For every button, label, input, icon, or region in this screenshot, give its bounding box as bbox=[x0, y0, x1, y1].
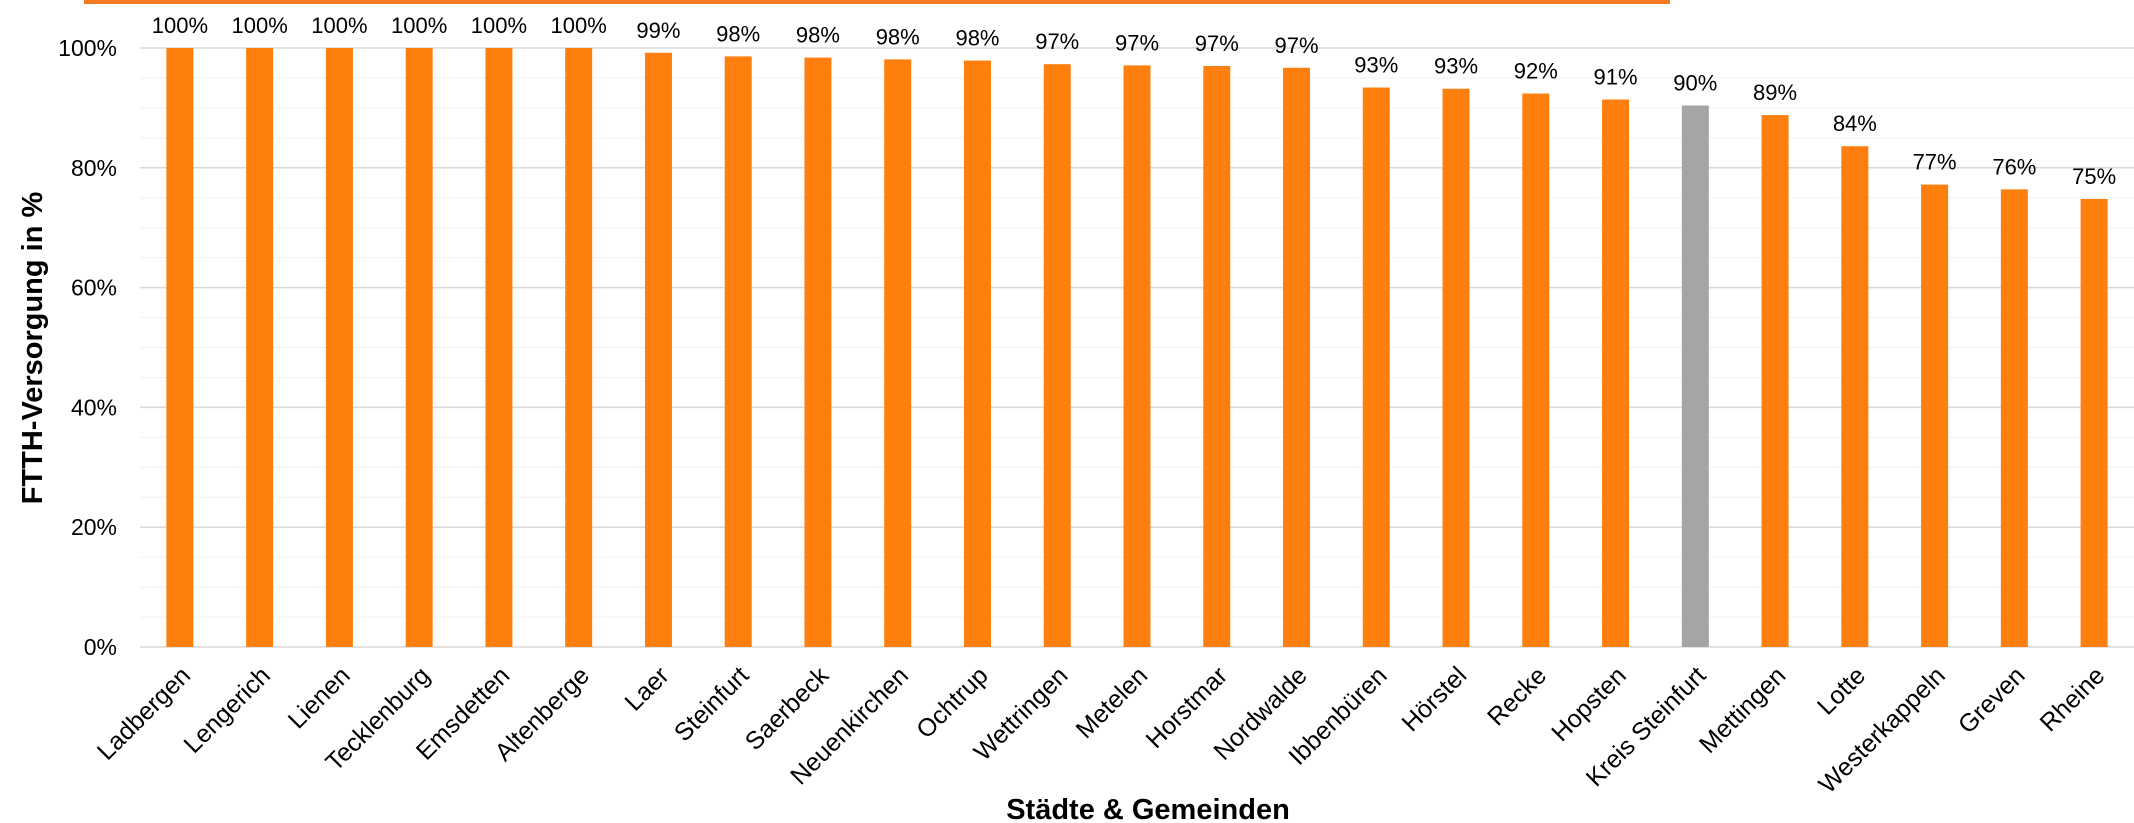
y-tick-label: 60% bbox=[71, 275, 117, 301]
bar bbox=[1921, 184, 1949, 647]
bar bbox=[1203, 65, 1231, 648]
bar bbox=[1362, 87, 1390, 647]
bar bbox=[1283, 67, 1311, 648]
data-label: 97% bbox=[1274, 33, 1318, 58]
data-label: 97% bbox=[1195, 31, 1239, 56]
data-label: 98% bbox=[716, 21, 760, 46]
data-label: 100% bbox=[152, 13, 208, 38]
data-label: 100% bbox=[391, 13, 447, 38]
y-tick-label: 20% bbox=[71, 514, 117, 540]
bar bbox=[1043, 64, 1071, 648]
data-label: 98% bbox=[955, 26, 999, 51]
data-label: 98% bbox=[796, 23, 840, 48]
y-tick-label: 100% bbox=[58, 35, 117, 61]
y-axis-title: FTTH-Versorgung in % bbox=[17, 192, 49, 505]
y-tick-label: 0% bbox=[84, 634, 117, 660]
bar bbox=[485, 48, 513, 647]
data-label: 75% bbox=[2072, 164, 2116, 189]
x-tick-label: Ladbergen bbox=[92, 661, 196, 765]
bar bbox=[1602, 99, 1630, 648]
bar bbox=[2000, 189, 2028, 647]
bar bbox=[1681, 105, 1709, 647]
bar bbox=[565, 48, 593, 647]
data-label: 93% bbox=[1354, 53, 1398, 78]
bar bbox=[644, 52, 672, 648]
data-label: 100% bbox=[551, 13, 607, 38]
x-tick-label: Ochtrup bbox=[911, 661, 994, 744]
data-label: 98% bbox=[876, 24, 920, 49]
bars bbox=[166, 48, 2108, 648]
x-tick-label: Lengerich bbox=[178, 661, 275, 758]
data-label: 76% bbox=[1992, 154, 2036, 179]
data-label: 89% bbox=[1753, 80, 1797, 105]
data-label: 92% bbox=[1514, 59, 1558, 84]
data-label: 84% bbox=[1833, 111, 1877, 136]
data-label: 91% bbox=[1594, 65, 1638, 90]
x-tick-label: Lienen bbox=[283, 661, 356, 734]
bar bbox=[1841, 146, 1869, 647]
bar bbox=[724, 56, 752, 648]
data-label: 97% bbox=[1115, 30, 1159, 55]
data-label: 90% bbox=[1673, 71, 1717, 96]
x-tick-label: Metelen bbox=[1071, 661, 1154, 744]
data-label: 77% bbox=[1913, 150, 1957, 175]
bar bbox=[246, 48, 274, 647]
y-tick-labels: 0% 20% 40% 60% 80% 100% bbox=[58, 35, 117, 660]
bar bbox=[405, 48, 433, 647]
y-tick-label: 40% bbox=[71, 394, 117, 420]
x-tick-label: Hörstel bbox=[1396, 661, 1472, 737]
data-label: 100% bbox=[231, 13, 287, 38]
x-tick-label: Lotte bbox=[1812, 661, 1871, 720]
x-tick-label: Recke bbox=[1482, 661, 1552, 731]
x-tick-label: Mettingen bbox=[1694, 661, 1791, 758]
bar bbox=[166, 48, 194, 647]
y-tick-label: 80% bbox=[71, 155, 117, 181]
data-label: 97% bbox=[1035, 29, 1079, 54]
bar bbox=[325, 48, 353, 647]
bar bbox=[1522, 93, 1550, 648]
bar bbox=[1442, 88, 1470, 648]
data-label: 100% bbox=[471, 13, 527, 38]
data-label: 99% bbox=[636, 18, 680, 43]
data-labels: 100% 100% 100% 100% 100% 100% 99% 98% 98% 98% 98% 9… bbox=[152, 13, 2116, 189]
data-label: 93% bbox=[1434, 54, 1478, 79]
x-tick-label: Laer bbox=[619, 661, 674, 716]
bar bbox=[963, 60, 991, 648]
bar bbox=[2080, 198, 2108, 647]
bar bbox=[804, 57, 832, 648]
bar bbox=[1123, 65, 1151, 648]
data-label: 100% bbox=[311, 13, 367, 38]
bar bbox=[1761, 115, 1789, 647]
x-tick-label: Rheine bbox=[2035, 661, 2111, 737]
x-axis-title: Städte & Gemeinden bbox=[1006, 794, 1290, 823]
x-tick-label: Greven bbox=[1953, 661, 2031, 739]
bar bbox=[884, 59, 912, 648]
